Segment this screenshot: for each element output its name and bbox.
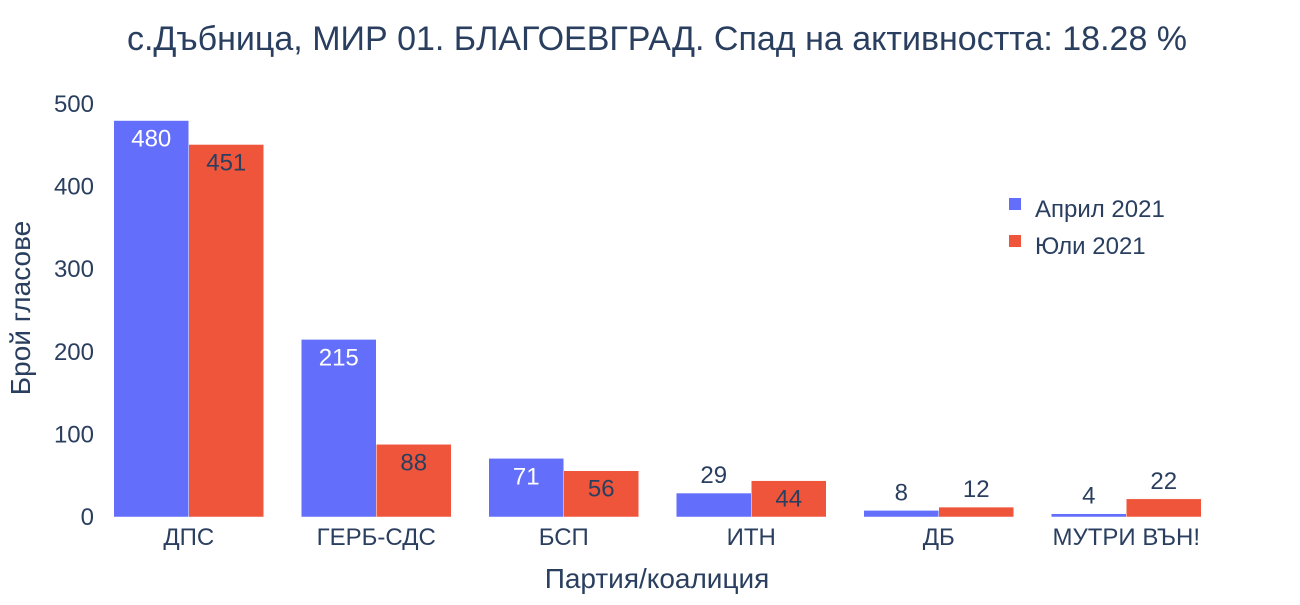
x-tick-label: МУТРИ ВЪН!: [1053, 524, 1200, 551]
bar: [301, 339, 377, 518]
x-axis-label: Партия/коалиция: [545, 563, 770, 594]
y-tick-label: 400: [54, 174, 94, 201]
bar: [751, 480, 827, 518]
x-tick-label: ГЕРБ-СДС: [317, 524, 436, 551]
bar-value-label: 29: [700, 462, 727, 489]
x-tick-label: ДБ: [923, 524, 955, 551]
bar: [1051, 513, 1127, 518]
y-axis-ticks: 0 100 200 300 400 500: [54, 91, 94, 531]
bar-value-label: 44: [775, 486, 802, 513]
bar-value-labels: 480 215 71 29 8 4 451 88 56 44 12 22: [131, 126, 1177, 513]
legend-label: Юли 2021: [1035, 233, 1146, 260]
bar-value-label: 215: [319, 344, 359, 371]
bar: [676, 492, 752, 518]
y-tick-label: 100: [54, 421, 94, 448]
bar: [938, 506, 1014, 518]
x-tick-label: БСП: [539, 524, 589, 551]
bar: [488, 458, 564, 518]
bar-value-label: 451: [206, 149, 246, 176]
bar-value-label: 22: [1150, 468, 1177, 495]
bar: [376, 444, 452, 518]
bar-value-label: 480: [131, 126, 171, 153]
x-tick-label: ИТН: [727, 524, 776, 551]
legend-swatch: [1009, 198, 1021, 210]
bar: [188, 144, 264, 518]
legend-label: Април 2021: [1035, 196, 1165, 223]
y-tick-label: 0: [81, 504, 94, 531]
bar: [1126, 498, 1202, 518]
bar-value-label: 71: [513, 463, 540, 490]
bar-value-label: 8: [895, 479, 908, 506]
bar: [113, 120, 189, 518]
bar-value-label: 4: [1082, 483, 1095, 510]
y-tick-label: 200: [54, 339, 94, 366]
y-tick-label: 300: [54, 256, 94, 283]
bar-value-label: 88: [400, 449, 427, 476]
chart-title: с.Дъбница, МИР 01. БЛАГОЕВГРАД. Спад на …: [127, 20, 1187, 58]
legend: Април 2021 Юли 2021: [1009, 196, 1165, 260]
bar: [863, 510, 939, 518]
legend-swatch: [1009, 235, 1021, 247]
y-axis-label: Брой гласове: [5, 221, 36, 395]
bar-value-label: 56: [588, 476, 615, 503]
bar: [563, 470, 639, 518]
bars: [113, 120, 1202, 518]
bar-value-label: 12: [963, 476, 990, 503]
x-axis-ticks: ДПС ГЕРБ-СДС БСП ИТН ДБ МУТРИ ВЪН!: [163, 524, 1200, 551]
y-tick-label: 500: [54, 91, 94, 118]
x-tick-label: ДПС: [163, 524, 214, 551]
